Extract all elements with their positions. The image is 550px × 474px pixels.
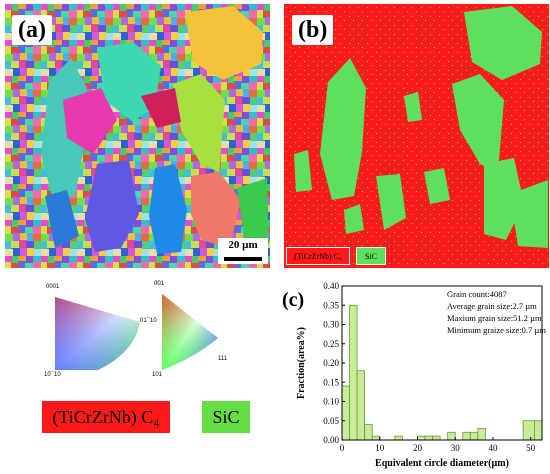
large-grain	[149, 164, 187, 254]
y-tick-label: 0.05	[323, 416, 339, 426]
y-tick-label: 0.40	[323, 281, 339, 291]
histogram-bar	[417, 435, 426, 441]
x-axis-label: Equivalent circle diameter(µm)	[375, 458, 509, 469]
large-grain	[63, 88, 117, 154]
ipf-key-cubic	[162, 294, 218, 370]
scale-bar: 20 µm	[218, 238, 268, 264]
y-tick-label: 0.10	[323, 397, 339, 407]
stat-grain-count: Grain count:4087	[447, 289, 507, 299]
legend-sic-swatch: SiC	[356, 247, 386, 265]
y-tick-label: 0.30	[323, 320, 339, 330]
panel-a-label: (a)	[12, 15, 52, 45]
histogram-bar	[447, 431, 456, 441]
large-grain	[85, 160, 139, 252]
x-tick-label: 30	[451, 443, 461, 453]
large-grain	[173, 74, 225, 172]
y-tick-label: 0.35	[323, 300, 339, 310]
histogram-bar	[534, 420, 543, 441]
scale-bar-line	[224, 257, 262, 261]
legend-sic-text: SiC	[364, 251, 377, 261]
grain-size-histogram: 0 10 20 30 40 50 0.00 0.05 0.10 0.15 0.20 0.25 0.30 0…	[296, 281, 543, 469]
panel-b-label: (b)	[292, 15, 334, 45]
histogram-bar	[462, 431, 471, 441]
histogram-bar	[424, 435, 433, 441]
panel-c-label: (c)	[282, 289, 305, 311]
large-grain	[45, 190, 79, 248]
histogram-bar	[356, 370, 366, 441]
ipf-hex-top: 0001	[46, 284, 60, 290]
big-legend-carbide-text: (TiCrZrNb) C₄	[52, 406, 160, 427]
histogram-bar	[371, 435, 381, 441]
ebsd-ipf-map	[5, 4, 270, 268]
x-tick-label: 10	[375, 443, 385, 453]
sic-grain	[424, 168, 450, 204]
sic-grain	[452, 74, 504, 172]
x-tick-label: 0	[340, 443, 345, 453]
y-tick-label: 0.20	[323, 358, 339, 368]
large-grain	[185, 6, 263, 80]
large-grain	[191, 172, 241, 248]
histogram-bar	[432, 435, 441, 441]
sic-grain	[510, 180, 548, 248]
big-legend-carbide: (TiCrZrNb) C₄	[42, 401, 170, 433]
histogram-bar	[341, 385, 350, 441]
ipf-hex-right: 01¯10	[140, 318, 157, 324]
y-tick-label: 0.00	[323, 435, 339, 445]
y-tick-label: 0.15	[323, 377, 339, 387]
histogram-bar	[364, 424, 373, 441]
large-grain	[41, 58, 87, 200]
histogram-bar	[522, 420, 535, 441]
ipf-cubic-top: 001	[154, 281, 165, 287]
y-tick-label: 0.25	[323, 339, 339, 349]
histogram-bar	[394, 435, 403, 441]
sic-grain	[404, 92, 422, 122]
sic-grain	[376, 174, 406, 230]
big-legend-sic: SiC	[202, 401, 250, 433]
scale-bar-label: 20 µm	[228, 239, 258, 251]
histogram-bar	[477, 428, 486, 441]
grain-stats: Grain count:4087 Average grain size:2.7 …	[447, 288, 546, 336]
legend-carbide-text: (TiCrZrNb) C₄	[294, 251, 342, 261]
x-tick-label: 50	[526, 443, 536, 453]
large-grain	[141, 88, 181, 128]
x-tick-label: 20	[413, 443, 423, 453]
histogram-bar	[469, 431, 479, 441]
x-tick-label: 40	[488, 443, 498, 453]
ebsd-phase-map	[284, 4, 549, 268]
ipf-key-hexagonal	[55, 297, 140, 370]
plot-frame	[341, 285, 543, 441]
legend-carbide-swatch: (TiCrZrNb) C₄	[286, 247, 350, 265]
ipf-cubic-bottom: 101	[152, 372, 163, 378]
y-axis-label: Fraction(area%)	[296, 327, 307, 399]
sic-grain	[294, 150, 312, 192]
big-legend-sic-text: SiC	[212, 406, 240, 427]
sic-grain	[320, 58, 366, 200]
ipf-cubic-right: 111	[218, 356, 228, 362]
ipf-hex-bottom: 10¯10	[44, 372, 61, 378]
stat-max-size: Maxium grain size:51.2 µm	[447, 313, 542, 323]
stat-min-size: Minimum graize size:0.7 µm	[447, 325, 546, 335]
sic-grain	[464, 6, 542, 80]
histogram-bar	[349, 304, 358, 441]
sic-grain	[344, 204, 364, 234]
stat-average-size: Average grain size:2.7 µm	[447, 301, 537, 311]
large-grain	[237, 178, 269, 244]
